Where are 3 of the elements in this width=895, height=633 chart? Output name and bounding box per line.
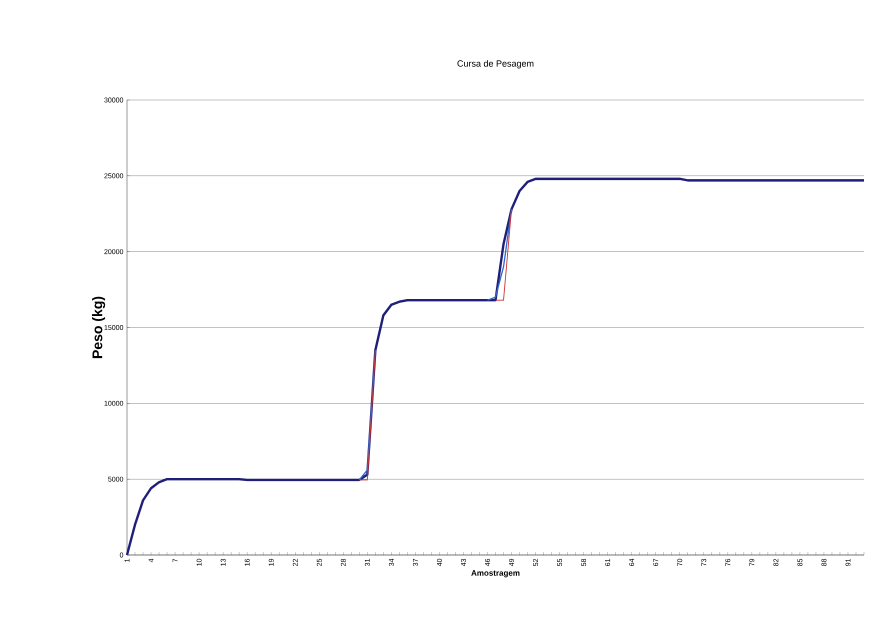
- chart-title: Cursa de Pesagem: [457, 60, 534, 68]
- x-axis-title: Amostragem: [471, 570, 520, 578]
- y-axis-title: Peso (kg): [92, 296, 106, 358]
